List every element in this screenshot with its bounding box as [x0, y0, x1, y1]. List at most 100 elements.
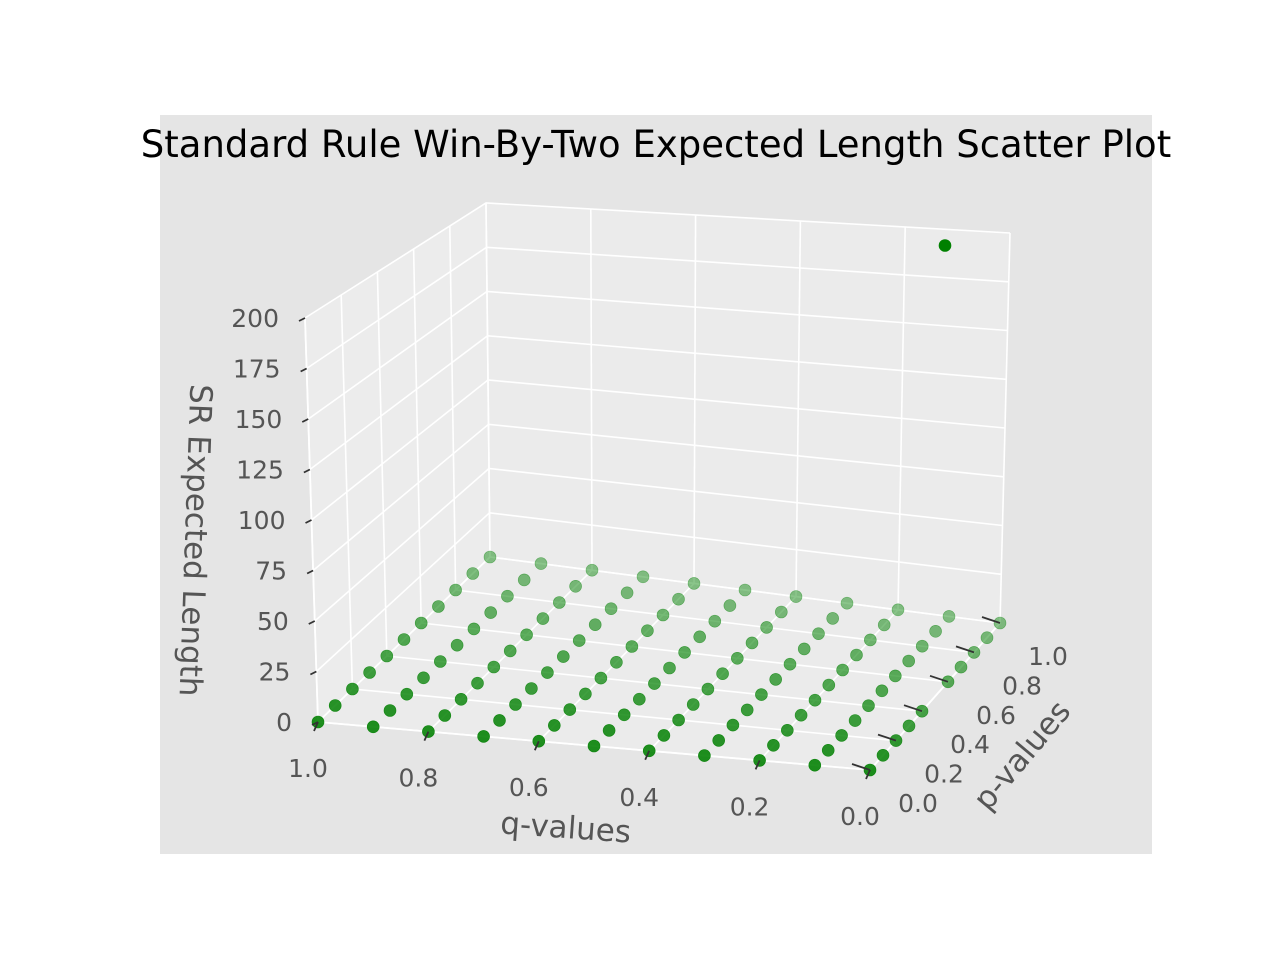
data-point: [836, 663, 849, 677]
wall-grid-horizontal: [307, 290, 1008, 420]
z-axis-tick-label: 125: [236, 456, 284, 485]
data-point: [525, 682, 538, 695]
data-point: [641, 624, 654, 638]
q-axis-tick: [644, 750, 651, 761]
z-axis-tick-label: 150: [235, 405, 283, 434]
p-axis-tick-label: 0.0: [898, 789, 938, 818]
data-point: [954, 660, 968, 674]
data-point: [579, 687, 592, 701]
data-point: [656, 608, 670, 622]
data-point: [400, 687, 414, 701]
wall-grid-horizontal: [304, 202, 1011, 319]
data-point: [433, 655, 447, 668]
wall-grid-horizontal: [314, 467, 1003, 622]
data-point: [585, 563, 599, 577]
data-point: [712, 734, 726, 747]
z-axis-tick: [306, 569, 314, 575]
p-axis-tick: [955, 645, 975, 654]
p-axis-tick-label: 0.8: [1002, 671, 1042, 700]
data-point: [797, 642, 811, 656]
data-point: [569, 579, 582, 593]
data-point: [632, 692, 646, 706]
chart-title: Standard Rule Win-By-Two Expected Length…: [141, 123, 1171, 166]
data-point: [397, 633, 411, 646]
data-point: [556, 650, 570, 663]
data-point: [783, 657, 797, 671]
data-point: [663, 661, 676, 675]
data-point: [835, 729, 848, 742]
data-point-outlier: [938, 239, 952, 252]
p-axis-tick: [929, 674, 949, 683]
data-point: [484, 606, 498, 619]
data-point: [876, 748, 890, 762]
data-point: [701, 682, 715, 696]
data-point: [617, 708, 631, 722]
data-point: [346, 682, 359, 696]
data-point: [902, 654, 916, 668]
p-axis-tick: [877, 733, 897, 742]
q-axis-tick-label: 0.4: [619, 783, 659, 812]
data-point: [877, 618, 891, 632]
data-point: [745, 636, 759, 650]
data-point: [672, 592, 685, 606]
data-point: [414, 616, 428, 630]
data-point: [602, 724, 616, 737]
left-back-pane: [305, 203, 490, 722]
data-point: [438, 709, 452, 722]
p-axis-line: [869, 622, 1001, 771]
z-axis-tick-label: 0: [276, 708, 292, 737]
data-point: [693, 630, 707, 644]
p-axis-tick-label: 0.2: [924, 760, 964, 789]
data-point: [547, 719, 561, 732]
data-point: [517, 573, 531, 587]
wall-grid-horizontal: [317, 556, 1001, 723]
data-point: [604, 602, 618, 616]
wall-grid-horizontal: [311, 379, 1006, 521]
q-axis-tick-label: 0.8: [399, 764, 439, 793]
z-axis-tick: [305, 519, 312, 524]
p-axis-tick-label: 0.6: [976, 701, 1016, 730]
data-point: [487, 660, 501, 674]
data-point: [840, 596, 854, 610]
data-point: [380, 649, 394, 663]
data-point: [708, 614, 722, 628]
data-point: [826, 612, 840, 625]
data-point: [726, 718, 740, 732]
z-axis-tick: [308, 620, 316, 625]
q-axis-tick: [754, 760, 761, 770]
data-point: [902, 719, 916, 733]
z-axis-tick: [311, 721, 319, 726]
data-point: [794, 708, 808, 722]
wall-grid-horizontal: [312, 423, 1004, 572]
data-point: [686, 698, 700, 711]
data-point: [363, 666, 376, 679]
wall-grid-horizontal: [309, 334, 1007, 471]
z-axis-tick: [309, 670, 317, 676]
q-axis-tick: [313, 721, 319, 732]
z-axis-tick-label: 100: [238, 506, 286, 535]
data-point: [723, 599, 737, 612]
data-point: [767, 738, 780, 752]
tick-labels: 0.00.20.40.60.81.00.00.20.40.60.81.00255…: [231, 304, 1068, 831]
data-point: [875, 684, 889, 698]
data-point: [738, 583, 752, 597]
data-point: [636, 570, 650, 584]
data-point: [449, 583, 462, 597]
data-point: [863, 633, 877, 647]
data-point: [501, 589, 514, 603]
z-axis-tick-label: 75: [255, 557, 287, 586]
data-point: [520, 628, 533, 642]
data-point: [328, 699, 342, 712]
z-axis-tick: [298, 317, 306, 322]
data-point: [366, 720, 380, 734]
data-point: [808, 693, 822, 707]
z-axis-tick-label: 25: [259, 658, 291, 687]
data-point: [850, 648, 863, 662]
data-point: [888, 669, 902, 683]
data-point: [730, 651, 744, 665]
data-point: [672, 713, 685, 727]
data-point: [534, 557, 548, 570]
data-point: [808, 758, 822, 772]
data-point: [467, 622, 481, 636]
